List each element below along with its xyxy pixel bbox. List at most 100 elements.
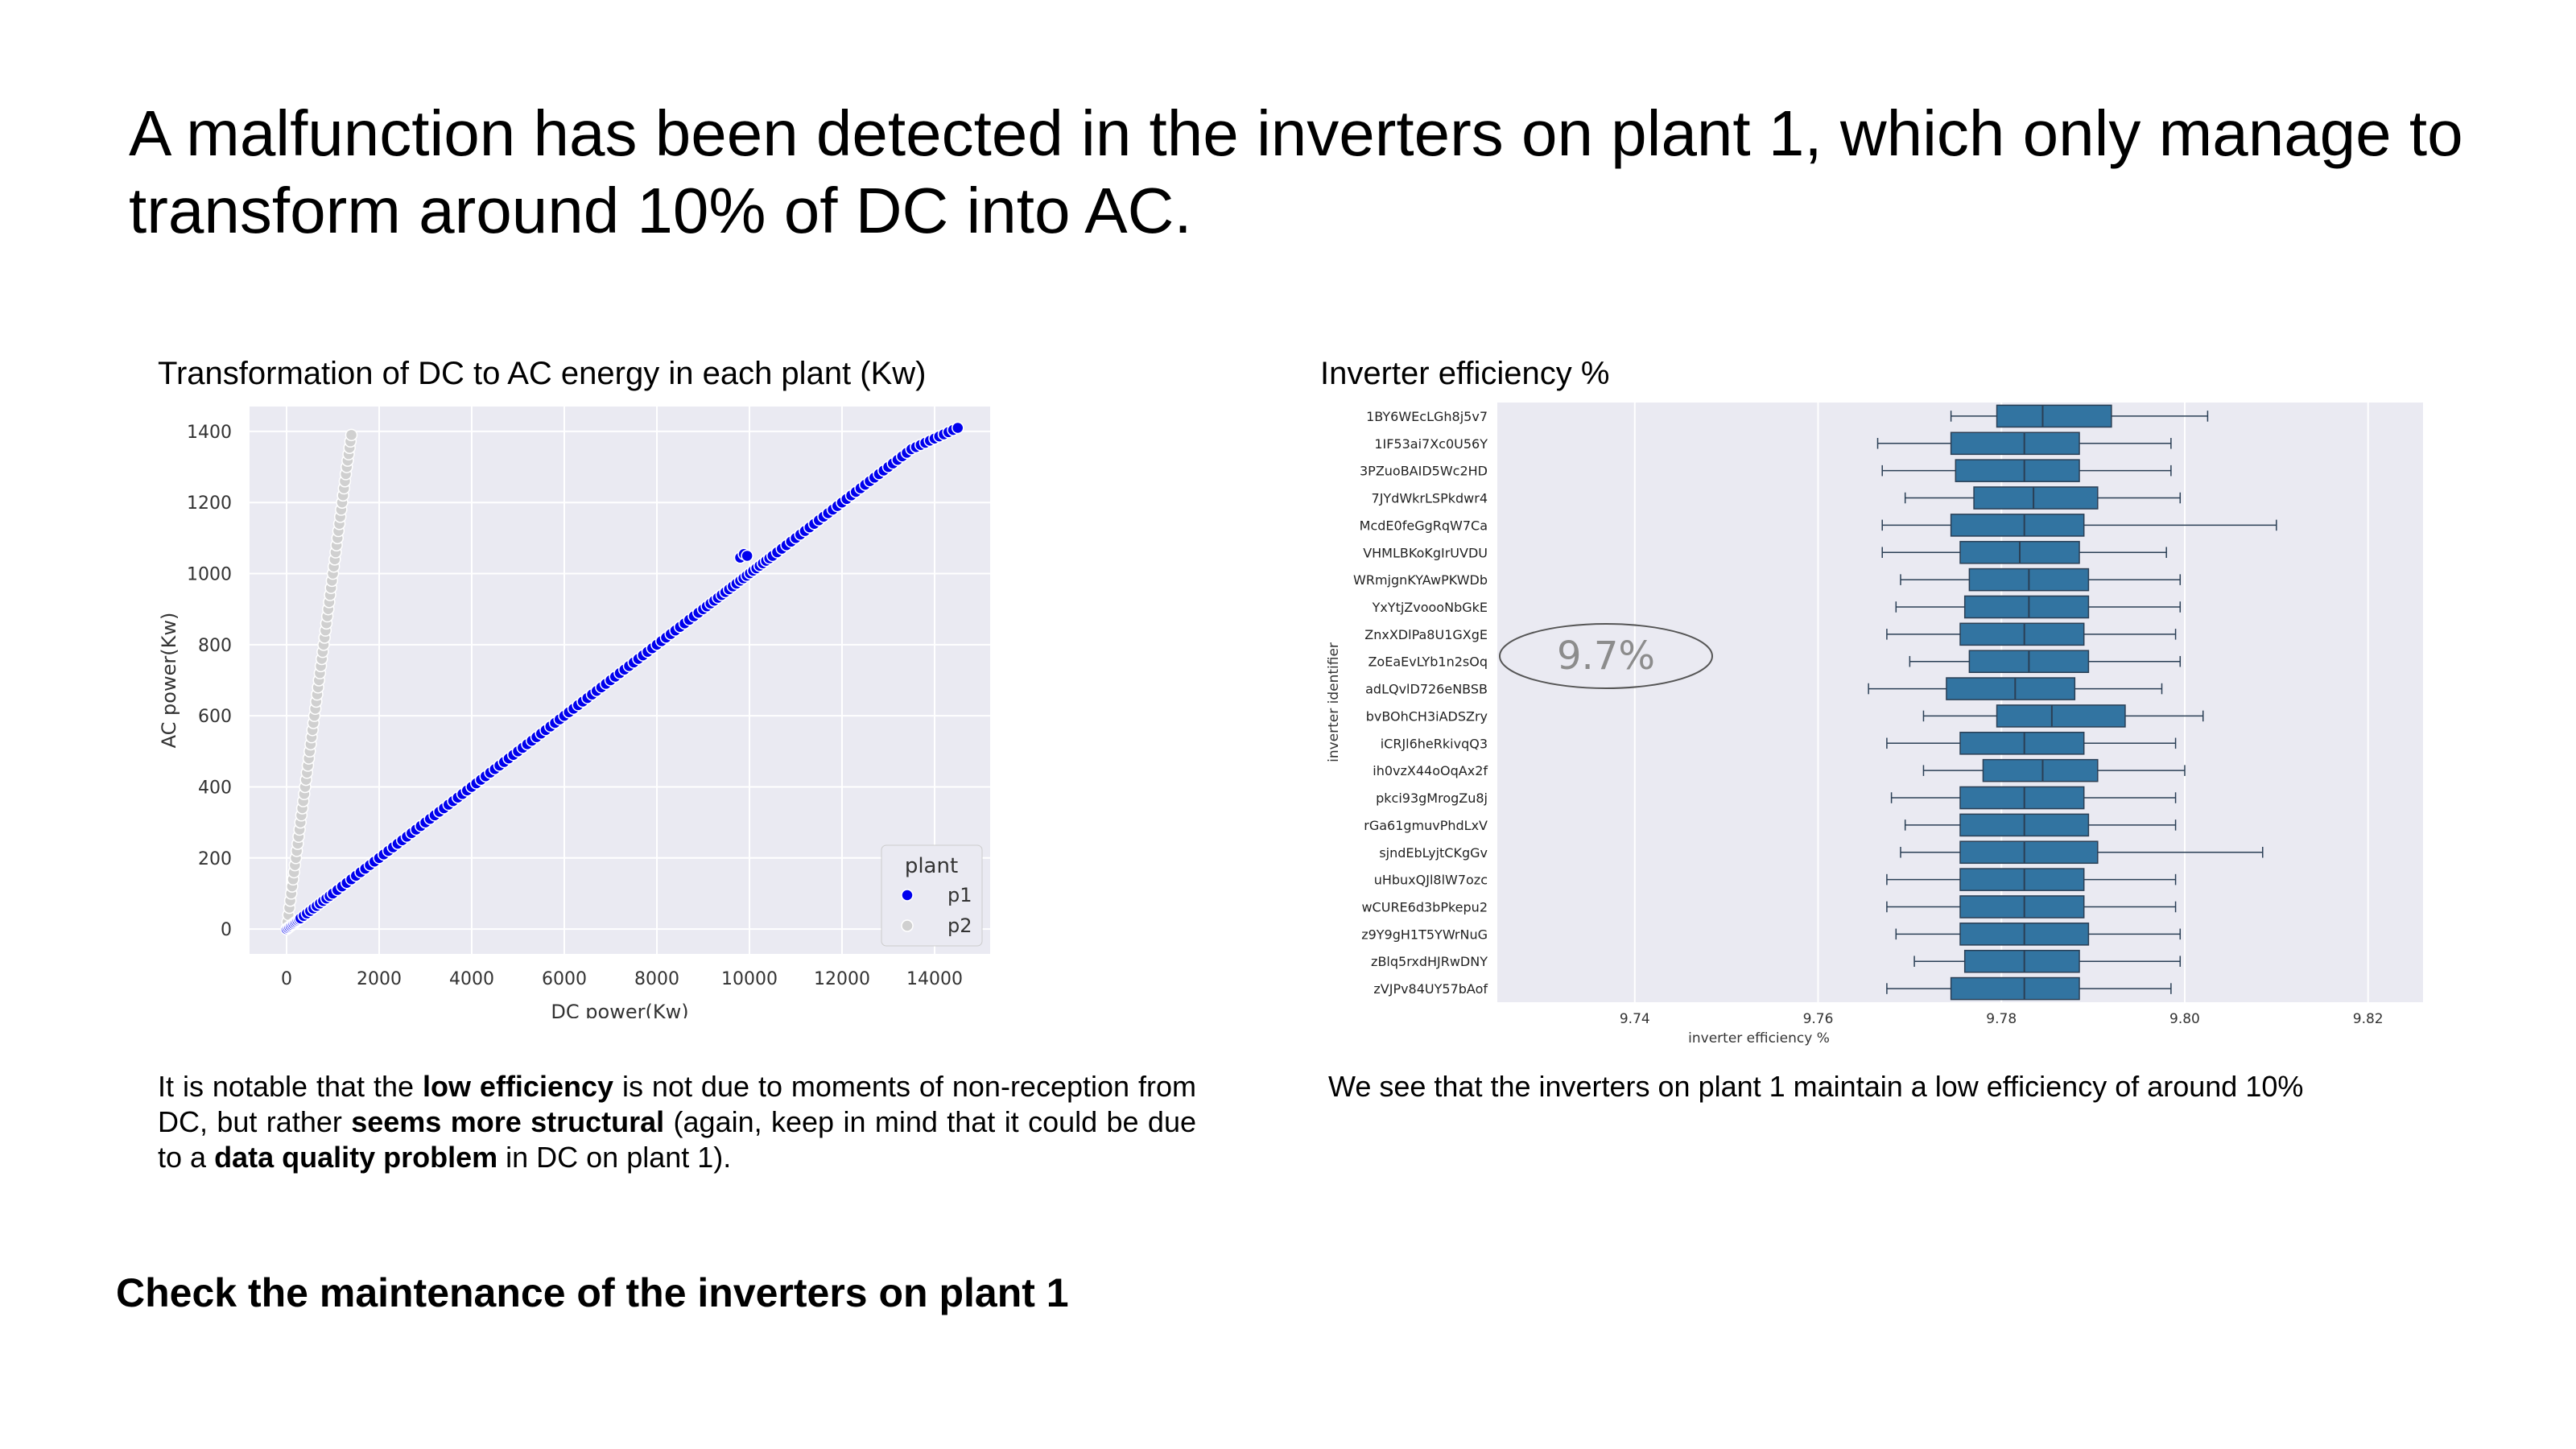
legend-label: p1 [947,884,972,906]
box-row: VHMLBKoKgIrUVDU [1363,540,2167,564]
x-tick-label: 9.74 [1620,1011,1650,1027]
x-axis-label: inverter efficiency % [1688,1030,1830,1046]
box-row: wCURE6d3bPkepu2 [1361,895,2177,919]
x-tick-label: 9.76 [1803,1011,1834,1027]
box [1950,431,2080,456]
box [1950,514,2085,537]
description-text: in DC on plant 1). [497,1141,732,1174]
legend: plant p1 p2 [881,844,983,947]
description-bold: low efficiency [422,1070,614,1103]
x-tick-label: 14000 [906,969,963,989]
annotation-ellipse [1499,623,1713,689]
box-category-label: zBlq5rxdHJRwDNY [1371,954,1488,969]
box-category-label: rGa61gmuvPhdLxV [1364,818,1488,833]
box-row: McdE0feGgRqW7Ca [1360,514,2277,537]
description-text: (again, keep in mind that it could be du… [158,1105,1196,1174]
data-point [345,428,358,442]
box-category-label: uHbuxQJl8lW7ozc [1374,873,1488,888]
box-category-label: YxYtjZvoooNbGkE [1372,600,1488,615]
description-text: is not due to moments of non-reception f… [158,1070,1196,1138]
box-row: adLQvlD726eNBSB [1365,677,2163,700]
y-tick-label: 200 [198,849,232,869]
x-axis-label: DC power(Kw) [551,1001,688,1018]
box [1959,895,2085,919]
y-axis-label: inverter identifier [1326,642,1342,762]
box-category-label: sjndEbLyjtCKgGv [1379,845,1488,861]
description-bold: seems more structural [351,1105,665,1138]
box [1982,758,2099,782]
data-point [952,421,964,435]
y-tick-label: 600 [198,707,232,727]
scatter-description: It is notable that the low efficiency is… [158,1069,1196,1175]
box [1950,976,2080,1001]
y-tick-label: 1400 [187,423,232,443]
box-category-label: 7JYdWkrLSPkdwr4 [1372,491,1488,506]
box-category-label: wCURE6d3bPkepu2 [1361,899,1488,914]
x-tick-label: 10000 [721,969,778,989]
box-row: uHbuxQJl8lW7ozc [1374,868,2177,891]
description-text: It is notable that the [158,1070,423,1103]
x-tick-label: 0 [281,969,292,989]
box-row: zVJPv84UY57bAof [1373,976,2172,1001]
box-category-label: ih0vzX44oOqAx2f [1373,763,1488,778]
series-p1 [280,421,964,935]
scatter-chart: 0 2000 4000 6000 8000 10000 12000 14000 0 200 400 6… [158,407,990,1018]
box-category-label: WRmjgnKYAwPKWDb [1353,572,1488,588]
box-category-label: zVJPv84UY57bAof [1373,981,1488,997]
x-tick-label: 9.78 [1986,1011,2017,1027]
box-category-label: bvBOhCH3iADSZry [1366,708,1488,724]
box-category-label: VHMLBKoKgIrUVDU [1363,545,1488,560]
box-row: zBlq5rxdHJRwDNY [1371,949,2182,973]
slide-title: A malfunction has been detected in the i… [129,97,2463,246]
legend-label: p2 [947,914,972,937]
box [1959,622,2085,646]
y-axis-label: AC power(Kw) [158,613,180,749]
box-category-label: iCRJl6heRkivqQ3 [1381,736,1488,751]
y-tick-label: 0 [221,920,232,940]
box-row: sjndEbLyjtCKgGv [1379,840,2264,865]
x-tick-label: 8000 [634,969,679,989]
box-row: 7JYdWkrLSPkdwr4 [1372,486,2182,510]
box-row: ih0vzX44oOqAx2f [1373,758,2186,782]
box-row: pkci93gMrogZu8j [1376,786,2177,810]
box-row: iCRJl6heRkivqQ3 [1381,732,2177,755]
legend-marker [901,889,914,902]
box-category-label: ZoEaEvLYb1n2sOq [1368,654,1488,670]
box-row: z9Y9gH1T5YWrNuG [1361,923,2182,946]
box-row: 1IF53ai7Xc0U56Y [1374,431,2172,456]
outlier-cluster [733,547,753,564]
y-tick-label: 1200 [187,493,232,514]
boxplot-description: We see that the inverters on plant 1 mai… [1328,1070,2304,1103]
box [1959,868,2085,891]
description-bold: data quality problem [214,1141,498,1174]
box-category-label: pkci93gMrogZu8j [1376,791,1488,806]
box-row: ZoEaEvLYb1n2sOq [1368,650,2182,673]
box-category-label: McdE0feGgRqW7Ca [1360,518,1488,533]
annotation-label: 9.7% [1557,634,1655,679]
box-row: bvBOhCH3iADSZry [1366,704,2204,728]
call-to-action: Check the maintenance of the inverters o… [116,1270,1069,1315]
x-tick-label: 2000 [357,969,402,989]
x-tick-label: 9.80 [2169,1011,2200,1027]
boxplot-chart: 9.74 9.76 9.78 9.80 9.82 inverter efficiency … [1326,402,2423,1046]
x-tick-label: 4000 [449,969,494,989]
box [1959,786,2085,810]
box-category-label: 1BY6WEcLGh8j5v7 [1366,409,1488,424]
box [1963,595,2090,619]
scatter-chart-title: Transformation of DC to AC energy in eac… [158,356,927,391]
x-tick-label: 9.82 [2353,1011,2384,1027]
x-tick-label: 6000 [542,969,587,989]
y-tick-label: 400 [198,778,232,798]
box [1996,404,2112,428]
box [1946,677,2076,700]
box [1959,840,2099,865]
box [1955,459,2080,482]
legend-title: plant [905,854,958,878]
box-row: 1BY6WEcLGh8j5v7 [1366,404,2209,428]
y-tick-label: 1000 [187,565,232,585]
box [1963,949,2080,973]
box-row: ZnxXDlPa8U1GXgE [1364,622,2177,646]
box [1973,486,2099,510]
box-row: WRmjgnKYAwPKWDb [1353,568,2182,592]
annotation: 9.7% [1499,623,1713,689]
